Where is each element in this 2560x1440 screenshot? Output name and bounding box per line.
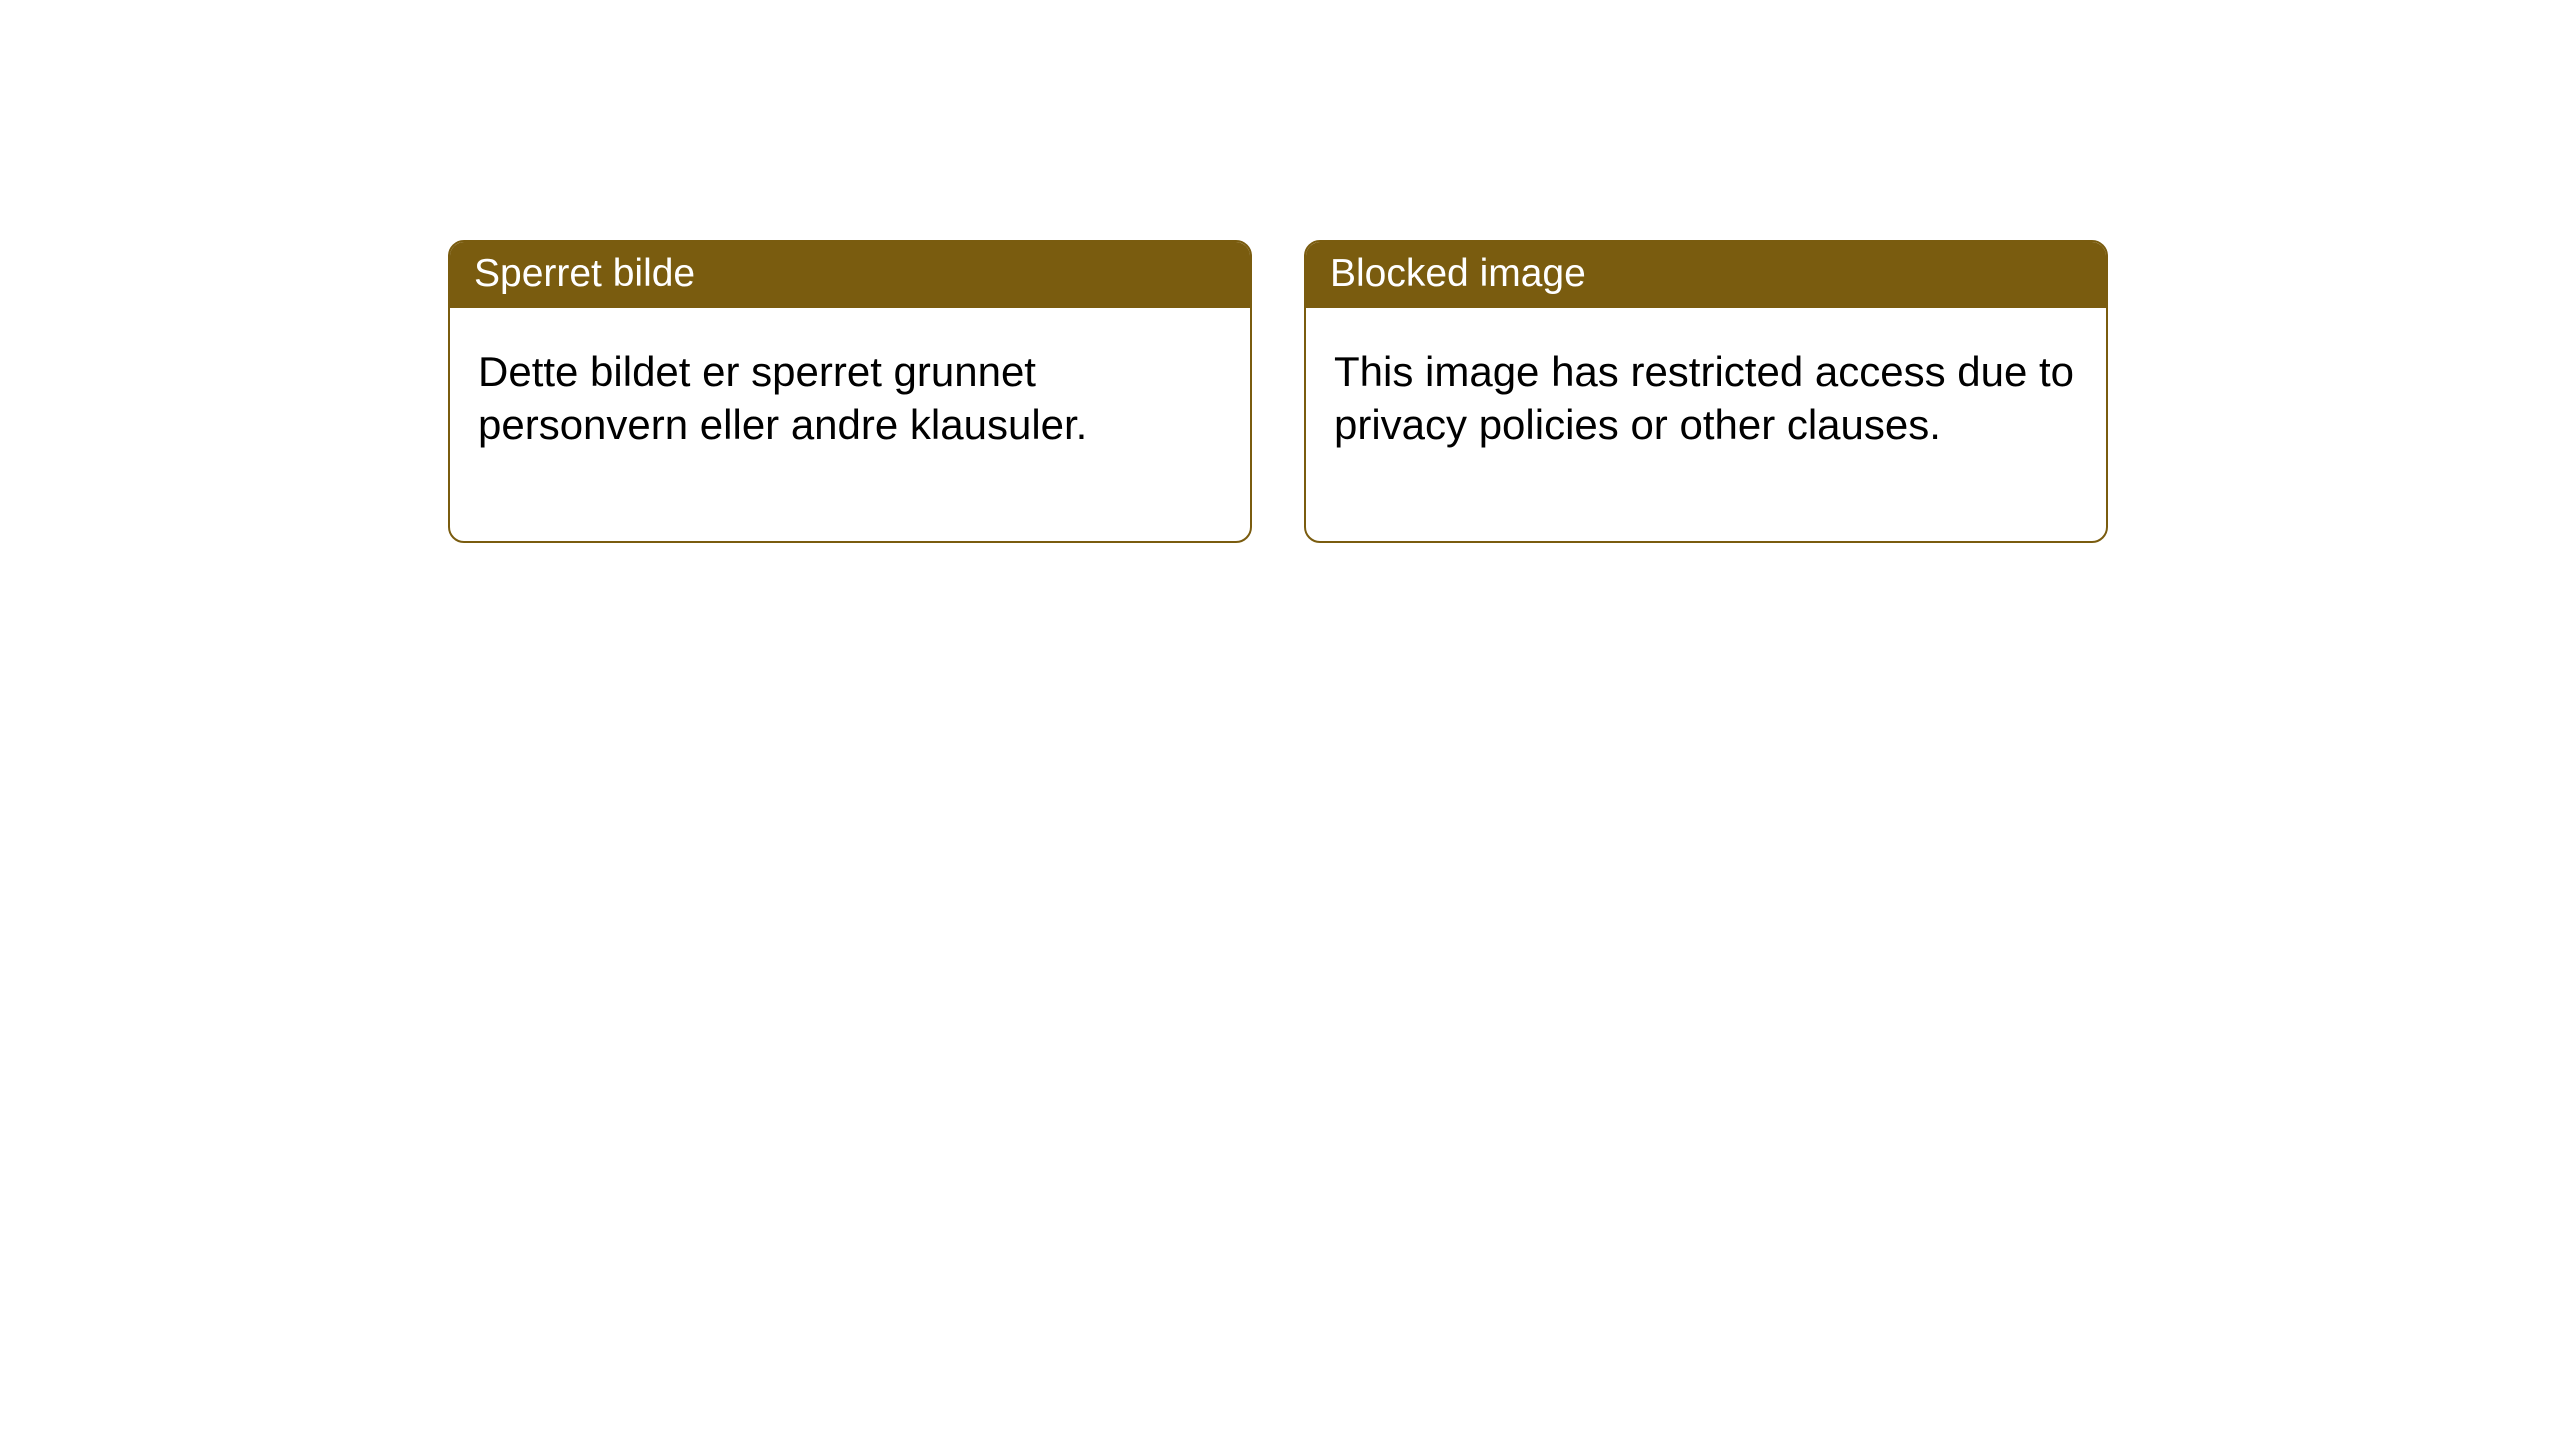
card-body-text: Dette bildet er sperret grunnet personve… (478, 348, 1087, 448)
card-header: Sperret bilde (450, 242, 1250, 308)
card-title: Blocked image (1330, 252, 1586, 295)
card-body-text: This image has restricted access due to … (1334, 348, 2074, 448)
card-body: Dette bildet er sperret grunnet personve… (450, 308, 1250, 541)
notice-card-norwegian: Sperret bilde Dette bildet er sperret gr… (448, 240, 1252, 543)
card-title: Sperret bilde (474, 252, 695, 295)
card-body: This image has restricted access due to … (1306, 308, 2106, 541)
notice-card-english: Blocked image This image has restricted … (1304, 240, 2108, 543)
notice-cards-container: Sperret bilde Dette bildet er sperret gr… (448, 240, 2108, 543)
card-header: Blocked image (1306, 242, 2106, 308)
